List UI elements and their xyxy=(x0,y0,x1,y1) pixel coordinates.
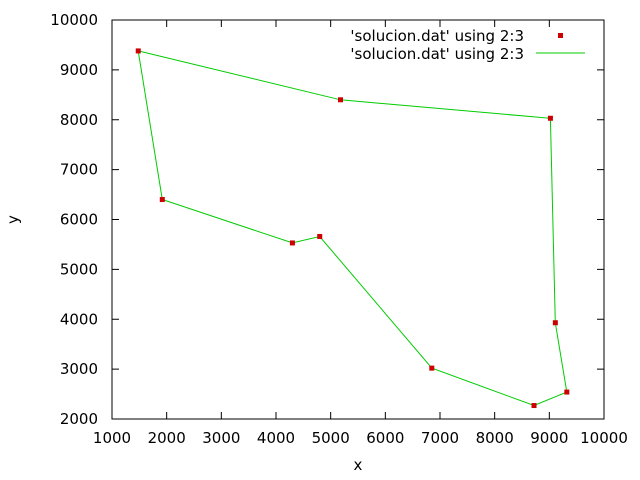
x-tick-label: 6000 xyxy=(366,429,404,447)
data-point xyxy=(317,233,323,239)
x-tick-label: 4000 xyxy=(257,429,295,447)
legend-label-lines: 'solucion.dat' using 2:3 xyxy=(350,45,524,63)
y-tick-label: 3000 xyxy=(60,360,98,378)
data-point xyxy=(531,403,537,409)
data-point xyxy=(159,197,165,203)
y-tick-label: 9000 xyxy=(60,61,98,79)
y-tick-label: 10000 xyxy=(50,11,98,29)
y-tick-label: 6000 xyxy=(60,211,98,229)
data-point xyxy=(289,240,295,246)
series-points xyxy=(135,48,570,409)
x-tick-label: 1000 xyxy=(93,429,131,447)
plot-frame xyxy=(111,19,605,420)
y-axis-label: y xyxy=(4,215,22,224)
legend-swatch-points xyxy=(558,33,563,38)
data-point xyxy=(564,389,570,395)
x-tick-label: 7000 xyxy=(421,429,459,447)
data-point xyxy=(338,97,344,103)
axis-tick-labels: 1000 2000 3000 4000 5000 6000 7000 8000 9000 1000… xyxy=(50,11,628,447)
y-tick-label: 7000 xyxy=(60,161,98,179)
x-tick-label: 9000 xyxy=(530,429,568,447)
y-tick-label: 8000 xyxy=(60,111,98,129)
data-point xyxy=(429,365,435,371)
legend-label-points: 'solucion.dat' using 2:3 xyxy=(350,27,524,45)
legend: 'solucion.dat' using 2:3 'solucion.dat' … xyxy=(350,27,585,63)
x-tick-label: 2000 xyxy=(148,429,186,447)
data-point xyxy=(135,48,141,54)
y-tick-label: 5000 xyxy=(60,260,98,278)
data-point xyxy=(552,320,558,326)
x-tick-label: 3000 xyxy=(202,429,240,447)
data-point xyxy=(547,115,553,121)
y-tick-label: 4000 xyxy=(60,310,98,328)
x-axis-label: x xyxy=(354,456,363,474)
y-tick-label: 2000 xyxy=(60,410,98,428)
x-tick-label: 8000 xyxy=(476,429,514,447)
x-tick-label: 5000 xyxy=(312,429,350,447)
x-tick-label: 10000 xyxy=(580,429,628,447)
